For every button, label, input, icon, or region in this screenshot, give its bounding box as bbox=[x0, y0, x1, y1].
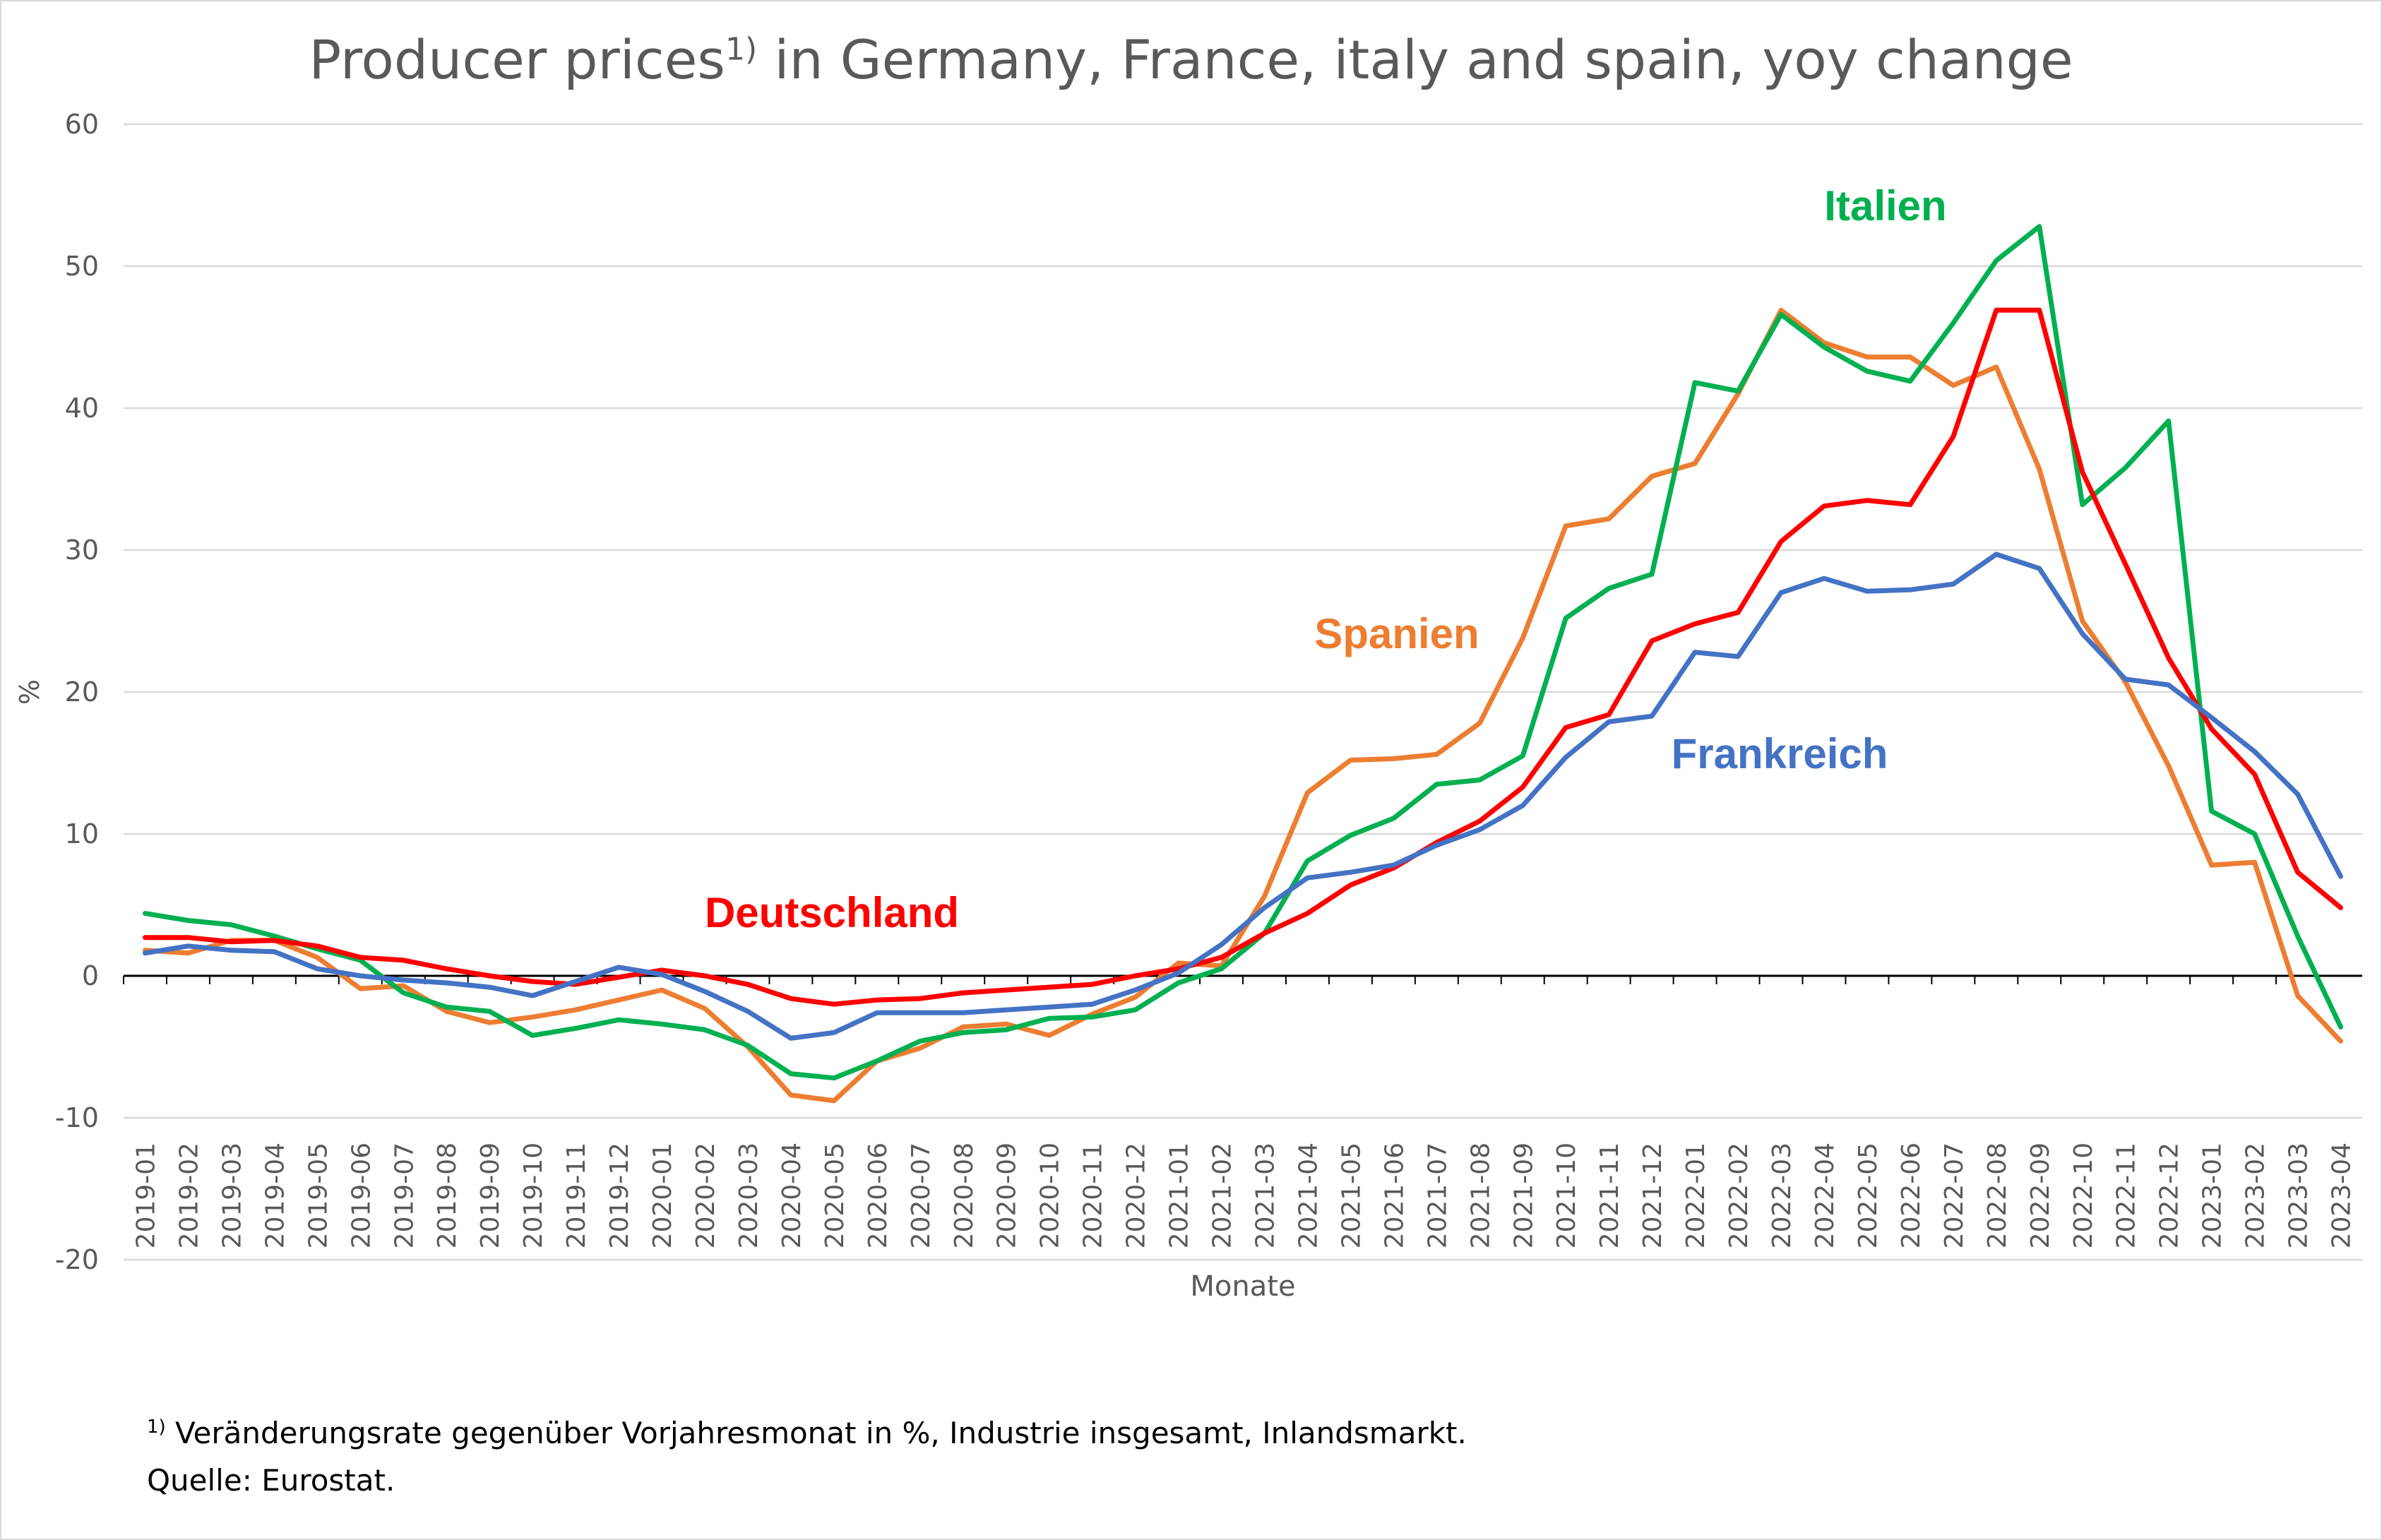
y-tick-label: -10 bbox=[55, 1102, 99, 1133]
x-tick-label: 2020-08 bbox=[950, 1142, 979, 1248]
x-tick-label: 2021-01 bbox=[1165, 1142, 1194, 1248]
x-tick-label: 2020-06 bbox=[864, 1142, 893, 1248]
x-tick-label: 2021-02 bbox=[1208, 1142, 1237, 1248]
x-tick-label: 2021-08 bbox=[1466, 1142, 1495, 1248]
chart-title: Producer prices1) in Germany, France, it… bbox=[309, 28, 2073, 91]
series-line-frankreich bbox=[143, 551, 2343, 1041]
y-tick-label: -20 bbox=[55, 1244, 99, 1275]
x-tick-label: 2019-03 bbox=[218, 1142, 246, 1248]
x-tick-label: 2022-09 bbox=[2026, 1142, 2055, 1248]
x-axis-ticks: 2019-01 2019-02 2019-03 2019-04 2019-05 2019-… bbox=[123, 976, 2357, 1248]
x-tick-label: 2022-03 bbox=[1768, 1142, 1797, 1248]
x-tick-label: 2019-12 bbox=[605, 1142, 634, 1248]
x-tick-label: 2019-08 bbox=[433, 1142, 462, 1248]
x-tick-label: 2019-07 bbox=[390, 1142, 419, 1248]
x-tick-label: 2022-01 bbox=[1681, 1142, 1710, 1248]
series-line-deutschland bbox=[143, 307, 2343, 1007]
series-lines bbox=[143, 224, 2343, 1104]
x-tick-label: 2022-10 bbox=[2069, 1142, 2098, 1248]
footnote: 1) Veränderungsrate gegenüber Vorjahresm… bbox=[147, 1416, 1467, 1450]
x-tick-label: 2020-07 bbox=[907, 1142, 936, 1248]
x-tick-label: 2023-03 bbox=[2285, 1142, 2313, 1248]
x-tick-label: 2022-08 bbox=[1983, 1142, 2012, 1248]
annotation-deutschland: Deutschland bbox=[705, 889, 959, 936]
x-tick-label: 2020-03 bbox=[734, 1142, 763, 1248]
annotation-frankreich: Frankreich bbox=[1672, 730, 1888, 777]
x-tick-label: 2021-11 bbox=[1595, 1142, 1624, 1248]
x-tick-label: 2019-04 bbox=[261, 1142, 290, 1248]
x-axis-label: Monate bbox=[1190, 1270, 1295, 1303]
x-tick-label: 2020-04 bbox=[778, 1142, 806, 1248]
x-tick-label: 2019-10 bbox=[519, 1142, 548, 1248]
y-tick-label: 40 bbox=[65, 393, 99, 424]
x-tick-label: 2021-07 bbox=[1423, 1142, 1452, 1248]
x-tick-label: 2022-05 bbox=[1854, 1142, 1883, 1248]
annotation-italien: Italien bbox=[1824, 182, 1946, 229]
source-note: Quelle: Eurostat. bbox=[147, 1463, 395, 1498]
x-tick-label: 2021-10 bbox=[1552, 1142, 1581, 1248]
x-tick-label: 2021-09 bbox=[1509, 1142, 1538, 1248]
x-tick-label: 2020-12 bbox=[1122, 1142, 1151, 1248]
x-tick-label: 2019-01 bbox=[131, 1142, 160, 1248]
x-tick-label: 2021-12 bbox=[1638, 1142, 1667, 1248]
y-tick-label: 10 bbox=[65, 818, 99, 849]
x-tick-label: 2019-05 bbox=[304, 1142, 333, 1248]
x-tick-label: 2020-05 bbox=[821, 1142, 850, 1248]
x-tick-label: 2020-09 bbox=[993, 1142, 1022, 1248]
x-tick-label: 2021-06 bbox=[1380, 1142, 1409, 1248]
x-tick-label: 2021-05 bbox=[1337, 1142, 1366, 1248]
series-annotations: Italien Spanien Frankreich Deutschland bbox=[705, 182, 1947, 936]
y-axis-label: % bbox=[14, 679, 45, 705]
x-tick-label: 2019-09 bbox=[476, 1142, 505, 1248]
x-tick-label: 2022-12 bbox=[2155, 1142, 2184, 1248]
x-tick-label: 2020-01 bbox=[648, 1142, 677, 1248]
x-tick-label: 2023-02 bbox=[2241, 1142, 2270, 1248]
y-axis-ticks: 60 50 40 30 20 10 0 -10 -20 bbox=[55, 109, 99, 1275]
annotation-spanien: Spanien bbox=[1314, 610, 1479, 657]
x-tick-label: 2019-02 bbox=[174, 1142, 203, 1248]
x-tick-label: 2022-02 bbox=[1725, 1142, 1753, 1248]
y-tick-label: 20 bbox=[65, 676, 99, 708]
x-tick-label: 2022-06 bbox=[1897, 1142, 1926, 1248]
x-tick-label: 2021-03 bbox=[1251, 1142, 1280, 1248]
x-tick-label: 2021-04 bbox=[1294, 1142, 1323, 1248]
x-tick-label: 2019-06 bbox=[347, 1142, 376, 1248]
series-line-italien bbox=[143, 224, 2343, 1081]
y-tick-label: 60 bbox=[65, 109, 99, 140]
x-tick-label: 2020-10 bbox=[1036, 1142, 1065, 1248]
x-tick-label: 2023-04 bbox=[2328, 1142, 2357, 1248]
y-tick-label: 30 bbox=[65, 535, 99, 566]
x-tick-label: 2022-11 bbox=[2112, 1142, 2141, 1248]
gridlines bbox=[124, 123, 2362, 1261]
x-tick-label: 2020-02 bbox=[691, 1142, 720, 1248]
y-tick-label: 0 bbox=[82, 960, 99, 991]
x-tick-label: 2022-07 bbox=[1940, 1142, 1969, 1248]
x-tick-label: 2019-11 bbox=[562, 1142, 591, 1248]
x-tick-label: 2022-04 bbox=[1811, 1142, 1840, 1248]
y-tick-label: 50 bbox=[65, 251, 99, 282]
x-tick-label: 2020-11 bbox=[1079, 1142, 1108, 1248]
x-tick-label: 2023-01 bbox=[2198, 1142, 2227, 1248]
